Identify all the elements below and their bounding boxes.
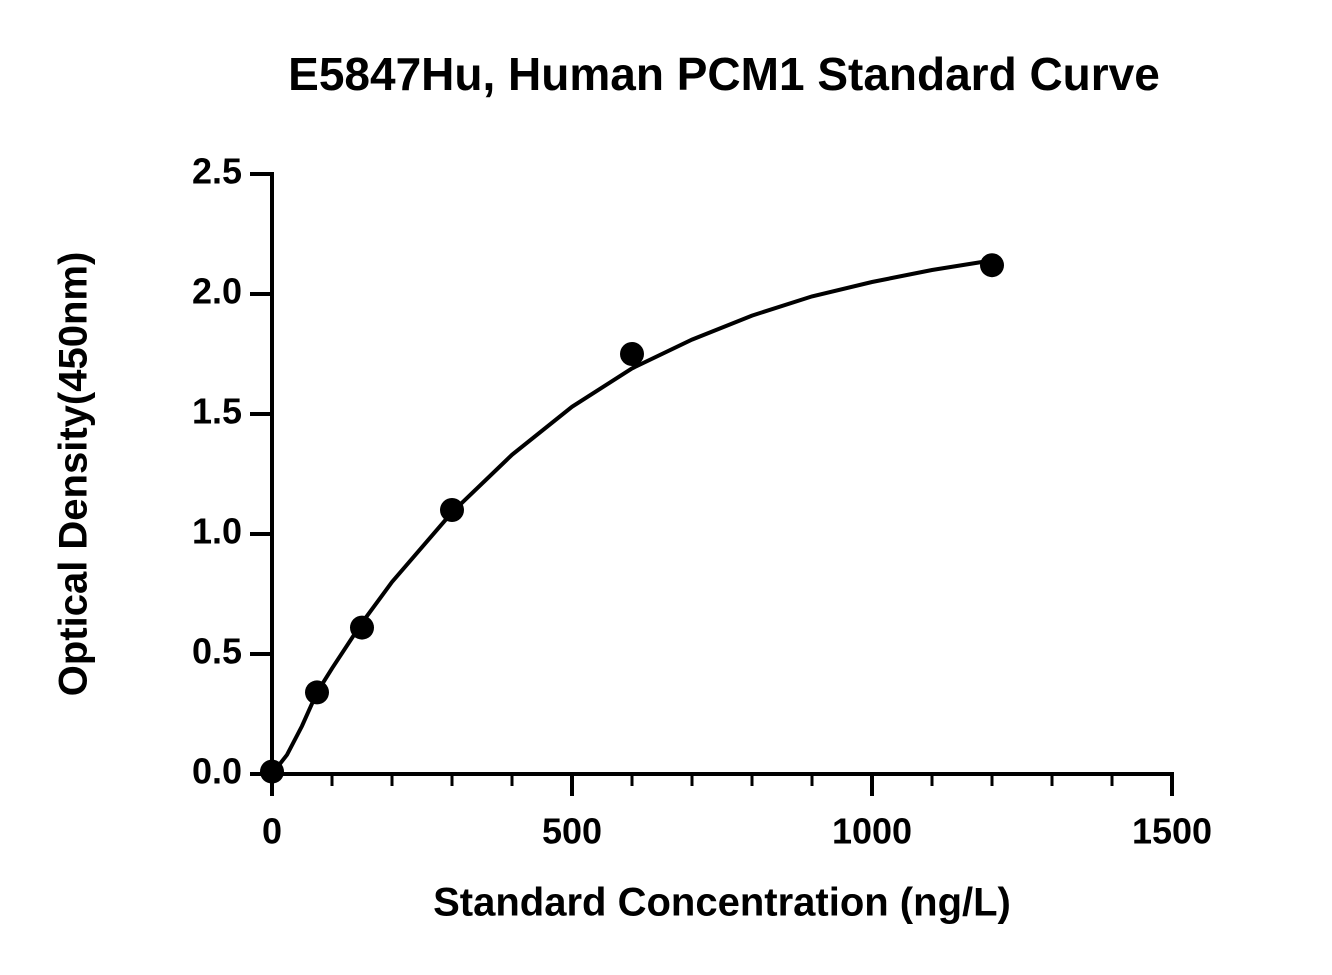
y-tick-label: 0.5 [192,631,242,672]
x-tick-label: 1500 [1132,811,1212,852]
x-axis-label: Standard Concentration (ng/L) [433,881,1011,925]
x-tick-label: 1000 [832,811,912,852]
y-tick-label: 2.0 [192,271,242,312]
y-tick-label: 1.5 [192,391,242,432]
x-tick-label: 500 [542,811,602,852]
y-tick-label: 2.5 [192,151,242,192]
data-point [620,342,644,366]
fit-curve [270,258,993,776]
chart-title: E5847Hu, Human PCM1 Standard Curve [288,48,1160,100]
data-point [440,498,464,522]
y-tick-label: 1.0 [192,511,242,552]
y-tick-label: 0.0 [192,751,242,792]
data-point [305,680,329,705]
data-point [260,759,284,784]
y-axis-label: Optical Density(450nm) [52,252,96,697]
data-point [350,615,374,640]
x-tick-label: 0 [262,811,282,852]
data-point [980,253,1004,278]
